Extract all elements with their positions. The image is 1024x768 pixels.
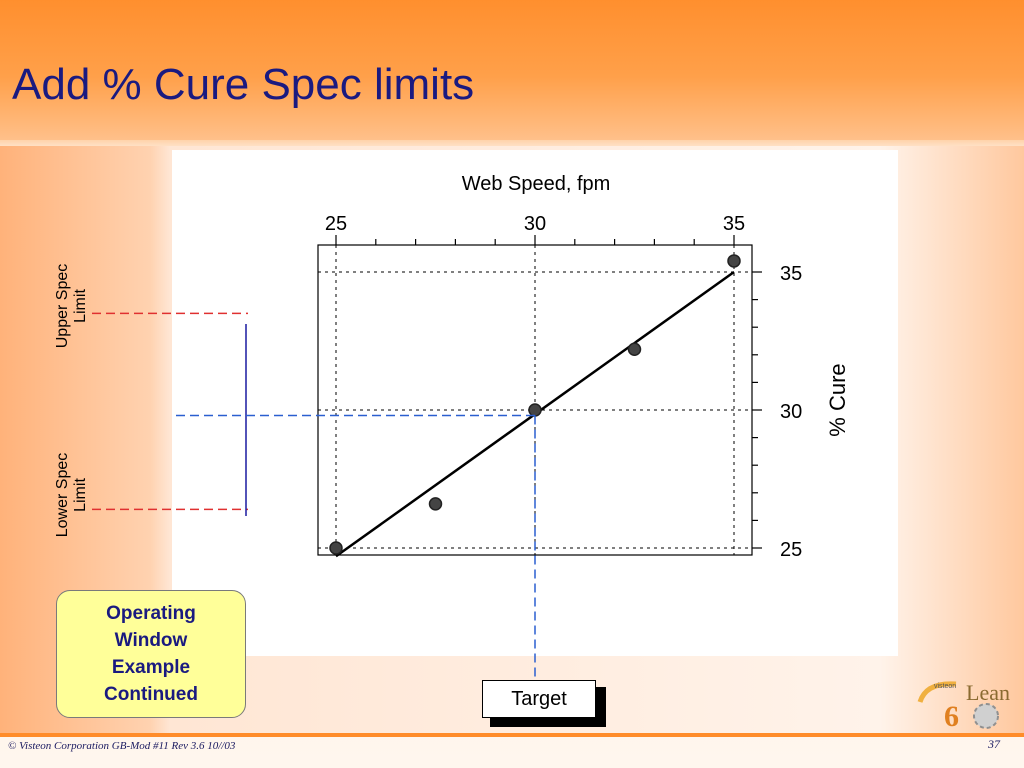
y-tick-label: 35 [780,263,802,285]
callout-line: Window [114,630,188,651]
footer-copyright: © Visteon Corporation GB-Mod #11 Rev 3.6… [8,740,236,752]
footer-divider [0,733,1024,737]
x-tick-label: 25 [325,213,347,235]
logo-word: Lean [966,680,1010,705]
data-point [627,342,642,357]
data-point [727,254,741,268]
upper-spec-label: Upper SpecLimit [54,264,89,349]
gear-icon [973,703,999,729]
y-tick-label: 30 [780,401,802,423]
callout-line: Continued [104,684,198,705]
lower-spec-label-line: Limit [72,478,89,512]
x-axis-title: Web Speed, fpm [462,173,611,195]
logo-numeral: 6 [944,700,959,730]
data-point [329,541,343,555]
x-tick-label: 30 [524,213,546,235]
six-sigma-lean-logo: visteon 6 Lean [917,680,1010,730]
upper-spec-label-line: Limit [72,289,89,323]
logo-small-text: visteon [934,683,956,690]
callout-line: Operating [106,603,196,624]
swoosh-icon [917,681,957,703]
x-tick-label: 35 [723,213,745,235]
data-point [428,497,443,511]
y-tick-label: 25 [780,539,802,561]
target-label: Target [482,680,596,718]
y-axis-title: % Cure [825,363,850,436]
page-title: Add % Cure Spec limits [12,60,475,109]
data-point [528,403,542,417]
page-number: 37 [988,737,1000,751]
lower-spec-label-line: Lower Spec [54,453,71,538]
callout-line: Example [111,657,191,678]
upper-spec-label-line: Upper Spec [54,264,71,349]
lower-spec-label: Lower SpecLimit [54,453,89,538]
header-band [0,0,1024,140]
operating-window-callout: Operating Window Example Continued [56,590,246,718]
